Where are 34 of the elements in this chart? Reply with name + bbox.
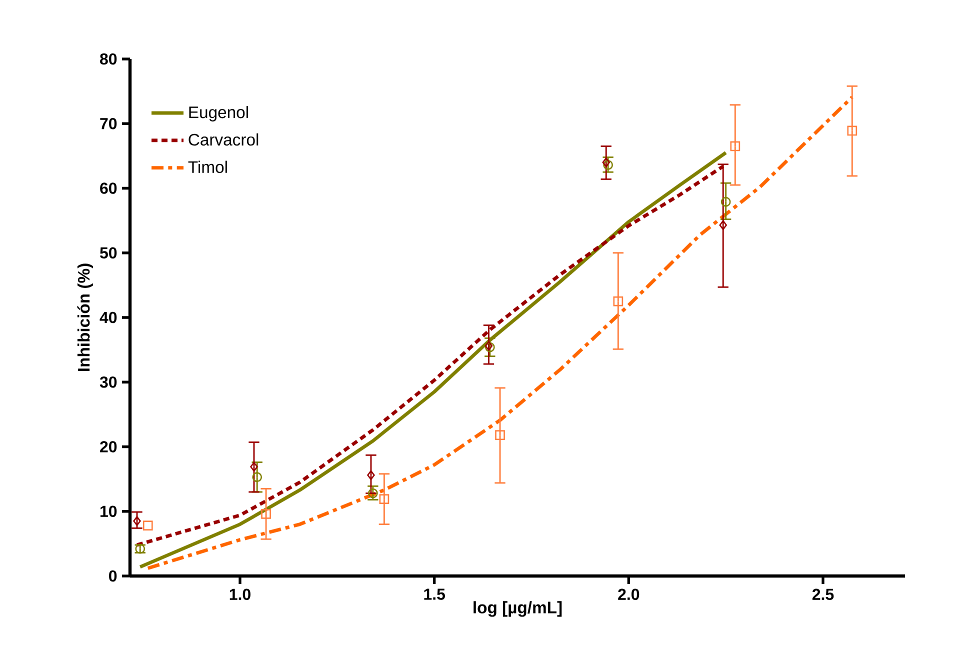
- line-series: [146, 95, 854, 570]
- point: [730, 141, 740, 152]
- x-tick-label: 1.5: [424, 588, 446, 600]
- y-axis-title: Inhibición (%): [77, 264, 94, 372]
- point: [252, 472, 262, 482]
- point: [495, 430, 505, 440]
- point: [720, 196, 731, 207]
- y-tick-label: 60: [100, 182, 117, 194]
- point: [133, 516, 141, 526]
- point: [142, 520, 153, 531]
- y-tick-label: 10: [100, 506, 117, 518]
- point: [379, 494, 390, 504]
- legend-label: Timol: [188, 160, 227, 174]
- x-tick-label: 2.0: [618, 588, 640, 600]
- x-axis-title: log [µg/mL]: [474, 601, 562, 617]
- point: [613, 296, 624, 306]
- point: [368, 488, 378, 498]
- y-tick-label: 50: [100, 247, 117, 259]
- point: [367, 470, 375, 480]
- point: [719, 220, 727, 230]
- y-tick-label: 40: [100, 312, 117, 324]
- legend-label: Eugenol: [189, 106, 248, 122]
- x-tick-label: 2.5: [812, 588, 834, 600]
- y-tick-label: 20: [100, 441, 117, 452]
- legend-label: Carvacrol: [188, 133, 258, 146]
- y-tick-label: 0: [109, 570, 117, 582]
- point: [603, 160, 614, 170]
- point: [261, 509, 271, 519]
- y-tick-label: 70: [100, 118, 117, 130]
- point: [847, 126, 858, 136]
- y-tick-label: 80: [100, 53, 117, 65]
- y-tick-label: 30: [100, 376, 117, 388]
- x-tick-label: 1.0: [230, 588, 250, 600]
- point: [250, 462, 258, 472]
